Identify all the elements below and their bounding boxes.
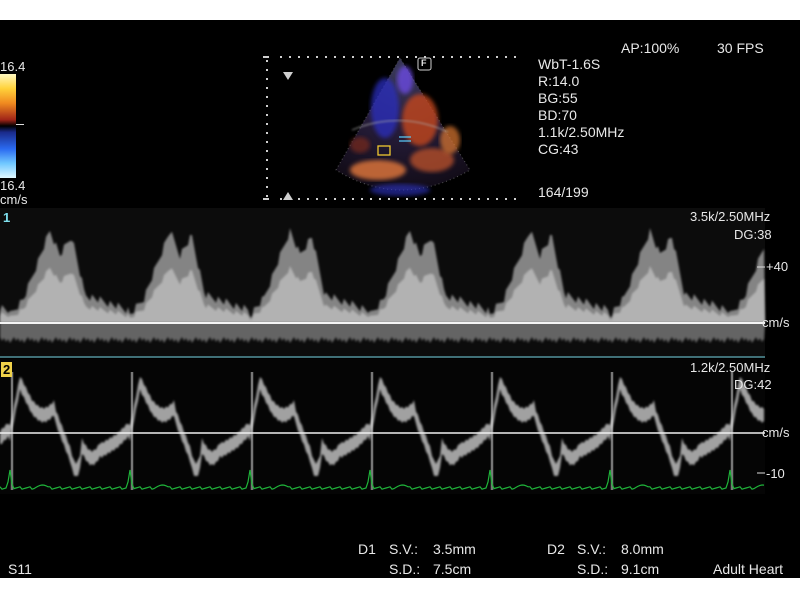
spectral-doppler-panel-2 xyxy=(0,359,765,494)
color-velocity-scale-bar xyxy=(0,74,16,178)
frame-corner-bl xyxy=(263,198,269,200)
param-line: BG:55 xyxy=(538,90,578,106)
param-line: CG:43 xyxy=(538,141,579,157)
orientation-triangle-top xyxy=(283,72,293,80)
doppler-1-unit: cm/s xyxy=(762,315,790,330)
colorbar-bottom-value: 16.4 xyxy=(0,178,26,193)
doppler-panel-2-badge: 2 xyxy=(1,362,13,377)
doppler-2-unit: cm/s xyxy=(762,425,790,440)
doppler-2-gain: DG:42 xyxy=(734,377,772,392)
doppler-1-gain: DG:38 xyxy=(734,227,772,242)
ecg-trace xyxy=(0,469,765,490)
application-preset: Adult Heart xyxy=(713,561,784,577)
param-line: R:14.0 xyxy=(538,73,580,89)
colorbar-top-value: 16.4 xyxy=(0,59,26,74)
d2-sv-label: S.V.: xyxy=(577,541,607,557)
param-line: BD:70 xyxy=(538,107,577,123)
frame-rate-readout: 30 FPS xyxy=(717,40,764,56)
param-line: 1.1k/2.50MHz xyxy=(538,124,625,140)
colorbar-unit: cm/s xyxy=(0,192,28,207)
frame-counter: 164/199 xyxy=(538,184,589,200)
ultrasound-screen: AP:100% 30 FPS 16.4 16.4 cm/s WbT-1.6S R… xyxy=(0,20,800,578)
image-frame-dots xyxy=(266,56,516,200)
param-line: WbT-1.6S xyxy=(538,56,601,72)
imaging-parameters: WbT-1.6S R:14.0 BG:55 BD:70 1.1k/2.50MHz… xyxy=(538,56,624,158)
image-marker-box xyxy=(417,57,432,71)
doppler-2-prf: 1.2k/2.50MHz xyxy=(690,360,771,375)
doppler-1-scale-mark: +40 xyxy=(766,259,789,274)
d1-label: D1 xyxy=(358,541,376,557)
d2-label: D2 xyxy=(547,541,565,557)
echo-sector-image xyxy=(335,57,471,196)
image-marker-label: F xyxy=(421,58,427,68)
d2-sd-label: S.D.: xyxy=(577,561,609,577)
spectral-doppler-panel-1 xyxy=(0,208,765,358)
d2-sv-value: 8.0mm xyxy=(621,541,664,557)
doppler-1-prf: 3.5k/2.50MHz xyxy=(690,209,771,224)
preset-code: S11 xyxy=(8,561,32,577)
d1-sv-value: 3.5mm xyxy=(433,541,476,557)
colorbar-zero-tick xyxy=(16,124,24,125)
d1-sv-label: S.V.: xyxy=(389,541,419,557)
orientation-triangle-bottom xyxy=(283,192,293,200)
d1-sd-label: S.D.: xyxy=(389,561,421,577)
doppler-2-scale-mark: -10 xyxy=(766,466,785,481)
d2-sd-value: 9.1cm xyxy=(621,561,660,577)
acoustic-power-readout: AP:100% xyxy=(621,40,680,56)
d1-sd-value: 7.5cm xyxy=(433,561,472,577)
frame-corner-tl xyxy=(263,56,269,58)
ultrasound-graphics xyxy=(0,56,765,494)
doppler-panel-1-number: 1 xyxy=(3,210,11,225)
